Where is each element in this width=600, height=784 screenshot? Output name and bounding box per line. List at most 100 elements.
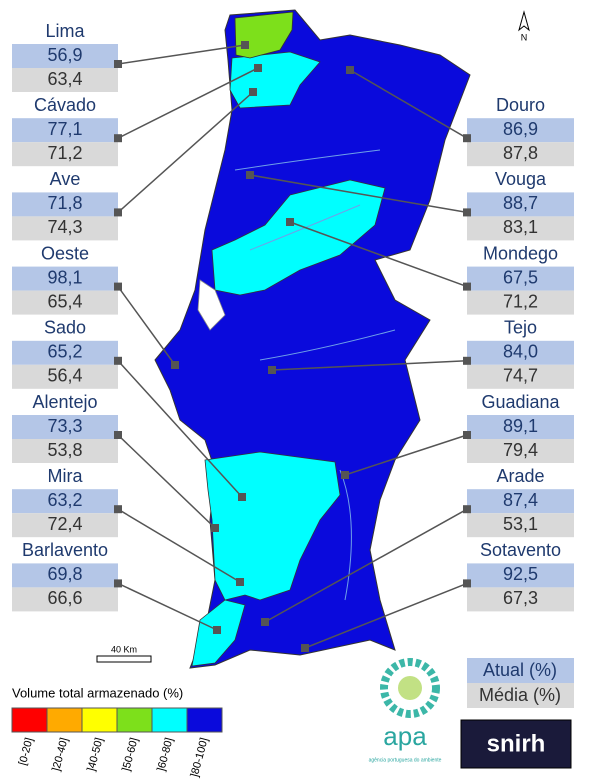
leader-marker xyxy=(114,356,122,365)
average-box xyxy=(467,142,574,167)
leader-marker xyxy=(463,208,471,217)
legend-title: Volume total armazenado (%) xyxy=(12,685,183,700)
average-box xyxy=(467,290,574,315)
basin-name: Barlavento xyxy=(22,540,108,560)
key-current: Atual (%) xyxy=(483,660,557,680)
north-label: N xyxy=(521,32,528,42)
basin-name: Arade xyxy=(496,466,544,486)
basin-name: Oeste xyxy=(41,243,89,263)
current-box xyxy=(467,489,574,514)
apa-logo: apa agência portuguesa do ambiente xyxy=(369,658,442,763)
legend: Volume total armazenado (%) [0-20]]20-40… xyxy=(11,685,223,779)
average-value: 53,8 xyxy=(47,440,82,460)
leader-marker xyxy=(341,471,349,479)
scale-label: 40 Km xyxy=(111,644,137,654)
leader-line xyxy=(117,286,176,366)
leader-marker xyxy=(249,88,257,96)
basin-name: Douro xyxy=(496,95,545,115)
legend-swatch xyxy=(46,707,83,733)
leader-marker xyxy=(286,218,294,226)
leader-marker xyxy=(114,134,122,143)
average-value: 63,4 xyxy=(47,69,82,89)
average-value: 56,4 xyxy=(47,366,82,386)
average-box xyxy=(12,513,118,538)
leader-marker xyxy=(346,66,354,74)
leader-marker xyxy=(211,524,219,532)
leader-marker xyxy=(236,578,244,586)
key-average: Média (%) xyxy=(479,685,561,705)
current-value: 69,8 xyxy=(47,564,82,584)
average-value: 65,4 xyxy=(47,291,82,311)
leader-marker xyxy=(114,431,122,439)
apa-logo-text: apa xyxy=(383,721,427,751)
leader-marker xyxy=(241,41,249,49)
current-box xyxy=(12,192,118,217)
average-value: 71,2 xyxy=(503,291,538,311)
river xyxy=(234,149,396,601)
current-value: 84,0 xyxy=(503,342,538,362)
current-value: 89,1 xyxy=(503,416,538,436)
basin-name: Cávado xyxy=(34,95,96,115)
average-box xyxy=(12,142,118,167)
legend-swatch xyxy=(116,707,153,733)
average-box xyxy=(467,587,574,612)
country-outline xyxy=(154,9,471,669)
leader-marker xyxy=(268,366,276,374)
leader-marker xyxy=(254,64,262,72)
leader-line xyxy=(117,434,216,529)
current-box xyxy=(467,340,574,365)
average-value: 74,7 xyxy=(503,366,538,386)
average-value: 72,4 xyxy=(47,514,82,534)
average-box xyxy=(467,513,574,538)
current-value: 67,5 xyxy=(503,267,538,287)
basin-name: Mira xyxy=(48,466,84,486)
apa-logo-subtitle: agência portuguesa do ambiente xyxy=(369,757,442,763)
basin-name: Sado xyxy=(44,318,86,338)
current-value: 65,2 xyxy=(47,342,82,362)
map xyxy=(154,9,471,669)
leader-marker xyxy=(301,644,309,652)
leader-line xyxy=(264,508,468,623)
average-value: 87,8 xyxy=(503,143,538,163)
current-box xyxy=(12,44,118,68)
current-value: 86,9 xyxy=(503,119,538,139)
average-value: 83,1 xyxy=(503,217,538,237)
current-box xyxy=(12,415,118,439)
basin-name: Ave xyxy=(50,169,81,189)
average-value: 67,3 xyxy=(503,588,538,608)
average-box xyxy=(467,216,574,241)
average-value: 71,2 xyxy=(47,143,82,163)
legend-label: ]60-80] xyxy=(155,736,175,772)
leader-line xyxy=(117,508,241,583)
key-current-box xyxy=(467,658,574,683)
region-lima xyxy=(234,11,294,59)
leader-marker xyxy=(463,356,471,365)
basin-boxes: Lima 56,9 63,4 Cávado 77,1 71,2 Ave 71,8 74,3 Oes… xyxy=(12,21,574,652)
current-value: 73,3 xyxy=(47,416,82,436)
apa-logo-icon xyxy=(398,676,422,700)
current-box xyxy=(12,563,118,588)
leader-line xyxy=(289,221,468,288)
average-box xyxy=(12,364,118,389)
current-value: 88,7 xyxy=(503,193,538,213)
legend-label: ]40-50] xyxy=(85,736,105,772)
basin-name: Tejo xyxy=(504,318,537,338)
current-value: 98,1 xyxy=(47,267,82,287)
current-box xyxy=(12,340,118,365)
leader-marker xyxy=(171,361,179,369)
legend-label: ]20-40] xyxy=(50,736,70,772)
current-box xyxy=(467,563,574,588)
leader-marker xyxy=(246,171,254,179)
leader-line xyxy=(304,582,468,649)
leader-marker xyxy=(213,626,221,634)
legend-swatch xyxy=(11,707,48,733)
snirh-logo-text: snirh xyxy=(487,730,546,757)
current-value: 63,2 xyxy=(47,490,82,510)
leader-marker xyxy=(114,208,122,217)
average-box xyxy=(12,290,118,315)
snirh-logo: snirh xyxy=(460,719,572,769)
leader-marker xyxy=(238,493,246,501)
legend-swatch xyxy=(186,707,223,733)
leader-line xyxy=(271,360,468,371)
